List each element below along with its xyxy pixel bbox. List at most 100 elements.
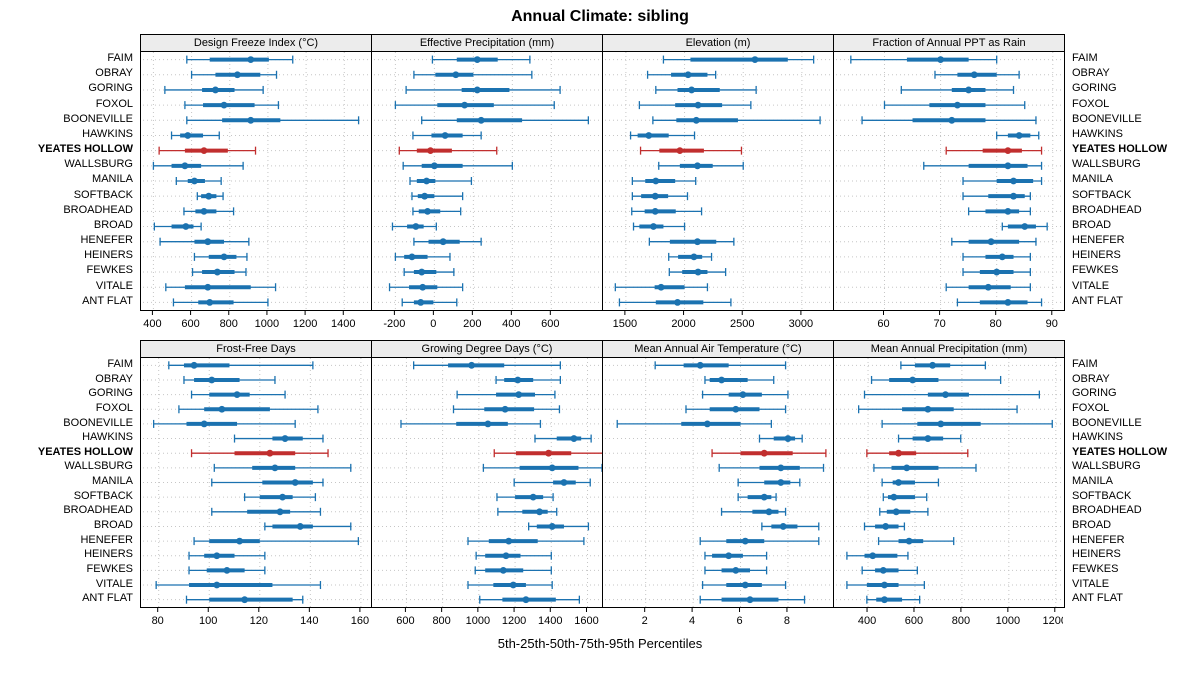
site-label-wallsburg: WALLSBURG [1072,158,1141,171]
interval-row-ant-flat [956,298,1043,307]
site-label-goring: GORING [88,82,133,95]
panel-x-axis: -200 0 200 400 600 [371,311,603,333]
interval-row-vitale [945,283,1031,292]
interval-row-manila [737,478,801,487]
tick-label: 1400 [331,318,355,330]
interval-row-vitale [155,581,322,590]
interval-row-softback [196,192,224,201]
median-dot [439,238,447,246]
median-dot [741,537,749,545]
median-dot [1015,132,1023,139]
panel-mean-annual-precipitation-mm-: Mean Annual Precipitation (mm) 400 600 800 1… [833,340,1065,630]
median-dot [204,238,212,246]
median-dot [205,192,213,200]
panel-mean-annual-air-temperature-c-: Mean Annual Air Temperature (°C) 2 4 6 8 [602,340,834,630]
interval-row-vitale [614,283,709,292]
tick-label: 80 [990,318,1002,330]
tick-label: 120 [250,615,268,627]
panel-plot-area [140,358,372,608]
interval-row-broad [863,522,906,531]
median-dot [417,299,425,306]
median-dot [452,71,460,79]
site-label-wallsburg: WALLSBURG [64,158,133,171]
tick-label: 800 [432,615,450,627]
median-dot [418,268,426,276]
panel-plot-area [371,358,603,608]
interval-row-fewkes [474,566,552,575]
interval-row-ant-flat [185,595,304,604]
interval-row-foxol [178,405,319,414]
median-dot [266,449,274,457]
median-dot [688,86,695,94]
interval-row-wallsburg [482,463,602,472]
interval-row-booneville [881,419,1053,428]
interval-row-wallsburg [718,463,825,472]
panel-row-bottom: FAIM OBRAY GORING FOXOL BOONEVILLE HAWKINS YEA… [0,340,1200,630]
median-dot [760,449,768,457]
median-dot [545,449,552,457]
panel-x-axis: 60 70 80 90 [833,311,1065,333]
interval-row-vitale [701,581,787,590]
site-label-obray: OBRAY [1072,372,1110,385]
tick-label: 1200 [293,318,317,330]
site-label-hawkins: HAWKINS [82,431,133,444]
median-dot [674,299,681,306]
interval-row-hawkins [758,434,803,443]
site-label-foxol: FOXOL [1072,401,1110,414]
interval-row-yeates-hollow [639,146,743,155]
median-dot [879,566,887,574]
median-dot [184,132,192,139]
tick-label: 140 [300,615,318,627]
panel-elevation-m-: Elevation (m) 1500 2000 2500 3000 [602,34,834,333]
tick-label: -200 [383,318,405,330]
interval-row-faim [431,55,531,64]
site-label-heiners: HEINERS [1072,548,1121,561]
interval-row-foxol [184,101,280,110]
interval-row-manila [175,177,222,185]
median-dot [650,223,657,230]
panel-strip: Growing Degree Days (°C) [371,340,603,358]
site-label-broadhead: BROADHEAD [63,203,133,216]
median-dot [937,56,944,63]
site-label-goring: GORING [88,387,133,400]
median-dot [937,420,945,428]
site-label-wallsburg: WALLSBURG [1072,460,1141,473]
median-dot [200,420,208,428]
median-dot [570,435,578,442]
interval-row-obray [934,70,1020,79]
site-label-booneville: BOONEVILLE [63,112,133,125]
median-dot [751,56,759,63]
panel-plot [836,358,1062,607]
tick-label: 70 [933,318,945,330]
median-dot [657,283,665,291]
axis-ticks: 400 600 800 1000 1200 [858,608,1063,627]
site-label-heiners: HEINERS [1072,249,1121,262]
interval-row-goring [900,85,1015,94]
median-dot [1004,299,1012,306]
site-label-broad: BROAD [1072,218,1112,231]
interval-row-hawkins [996,131,1040,140]
panel-x-axis: 1500 2000 2500 3000 [602,311,834,333]
site-label-henefer: HENEFER [80,533,133,546]
tick-label: 600 [541,318,559,330]
tick-label: 3000 [789,318,813,330]
interval-row-fewkes [191,268,247,277]
median-dot [881,581,888,589]
median-dot [514,376,522,384]
median-dot [220,101,228,109]
panel-row-top: FAIM OBRAY GORING FOXOL BOONEVILLE HAWKINS YEA… [0,34,1200,333]
median-dot [948,116,956,124]
median-dot [881,596,888,604]
median-dot [468,361,476,369]
site-label-henefer: HENEFER [80,234,133,247]
interval-row-heiners [475,551,552,560]
interval-row-yeates-hollow [945,146,1043,155]
median-dot [924,405,932,413]
median-dot [684,71,692,79]
site-label-ant-flat: ANT FLAT [82,294,133,307]
interval-row-faim [662,55,815,64]
interval-row-broadhead [211,507,322,516]
interval-row-broadhead [967,207,1031,216]
interval-row-manila [409,177,473,185]
tick-label: 600 [396,615,414,627]
